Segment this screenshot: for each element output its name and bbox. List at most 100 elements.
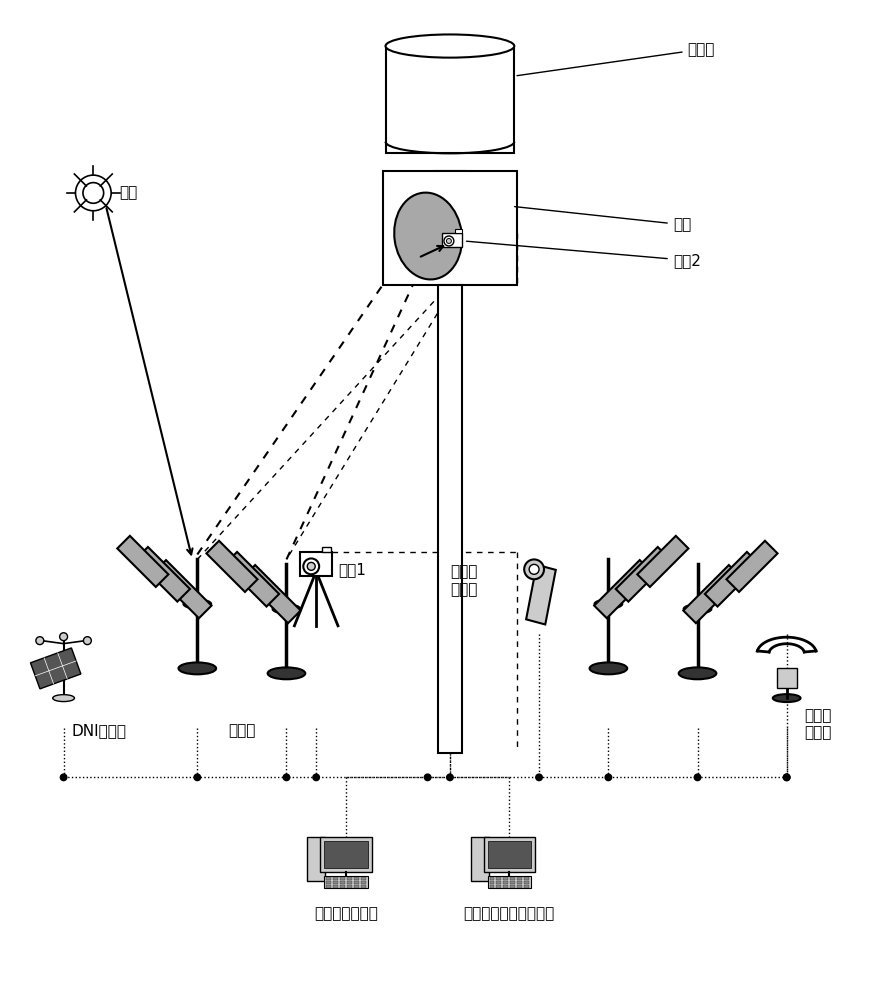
Circle shape	[443, 236, 453, 246]
Circle shape	[781, 773, 789, 781]
Circle shape	[193, 773, 201, 781]
Bar	[326, 877, 331, 880]
Ellipse shape	[184, 600, 211, 608]
Bar	[333, 881, 337, 884]
Bar	[340, 881, 344, 884]
Ellipse shape	[53, 695, 75, 702]
Bar	[523, 881, 529, 884]
Bar	[321, 547, 331, 552]
Bar	[503, 877, 507, 880]
Circle shape	[693, 773, 701, 781]
Bar	[340, 885, 344, 888]
Circle shape	[529, 564, 538, 574]
Bar	[503, 885, 507, 888]
Bar	[496, 885, 500, 888]
Bar	[437, 285, 462, 753]
Circle shape	[307, 562, 315, 570]
Polygon shape	[704, 552, 759, 607]
Bar	[324, 876, 367, 888]
Circle shape	[36, 637, 44, 645]
Text: 数据采集及处理服务器: 数据采集及处理服务器	[464, 906, 554, 921]
Polygon shape	[682, 565, 741, 623]
Bar	[496, 877, 500, 880]
Bar	[354, 885, 358, 888]
Ellipse shape	[56, 671, 70, 676]
Bar	[333, 877, 337, 880]
Ellipse shape	[678, 667, 716, 679]
Circle shape	[83, 183, 104, 203]
Bar	[442, 233, 461, 247]
Ellipse shape	[772, 694, 800, 702]
Circle shape	[282, 773, 290, 781]
Text: 反射率
测量仪: 反射率 测量仪	[450, 564, 477, 597]
Bar	[300, 552, 332, 576]
Bar	[516, 885, 522, 888]
Text: 光靶: 光靶	[514, 207, 690, 232]
Ellipse shape	[393, 193, 462, 279]
Bar	[340, 877, 344, 880]
Bar	[307, 837, 325, 881]
Circle shape	[604, 773, 612, 781]
Circle shape	[535, 773, 543, 781]
Bar	[510, 885, 515, 888]
Bar	[385, 46, 514, 153]
Bar	[454, 229, 461, 233]
Bar	[489, 877, 494, 880]
Bar	[496, 881, 500, 884]
Bar	[489, 885, 494, 888]
Bar	[347, 885, 351, 888]
Polygon shape	[594, 560, 651, 618]
Bar	[483, 837, 535, 872]
Polygon shape	[31, 648, 81, 689]
Bar	[354, 881, 358, 884]
Ellipse shape	[267, 667, 305, 679]
Text: DNI测量仪: DNI测量仪	[71, 723, 126, 738]
Bar	[470, 837, 488, 881]
Bar	[523, 877, 529, 880]
Bar	[347, 881, 351, 884]
Bar	[516, 877, 522, 880]
Polygon shape	[242, 565, 300, 623]
Circle shape	[312, 773, 320, 781]
Bar	[383, 171, 516, 285]
Text: 吸热器: 吸热器	[516, 42, 714, 76]
Ellipse shape	[178, 662, 216, 674]
Ellipse shape	[272, 604, 300, 613]
Ellipse shape	[594, 600, 622, 608]
Bar	[487, 841, 530, 868]
Ellipse shape	[385, 34, 514, 58]
Text: 相机2: 相机2	[466, 241, 700, 268]
Polygon shape	[154, 560, 212, 618]
Text: 相机1: 相机1	[337, 562, 365, 577]
Bar	[510, 877, 515, 880]
Circle shape	[60, 633, 68, 641]
Polygon shape	[615, 547, 670, 602]
Bar	[360, 881, 365, 884]
Bar	[347, 877, 351, 880]
Polygon shape	[206, 541, 257, 592]
Text: 太阳: 太阳	[119, 185, 137, 200]
Polygon shape	[725, 541, 777, 592]
Bar	[489, 881, 494, 884]
Bar	[326, 881, 331, 884]
Polygon shape	[224, 552, 279, 607]
Polygon shape	[117, 536, 169, 587]
Circle shape	[60, 773, 68, 781]
Polygon shape	[135, 547, 190, 602]
Bar	[360, 885, 365, 888]
Ellipse shape	[683, 604, 710, 613]
Circle shape	[303, 558, 319, 574]
Bar	[776, 668, 795, 688]
Text: 镜场控制服务器: 镜场控制服务器	[313, 906, 378, 921]
Bar	[320, 837, 371, 872]
Bar	[487, 876, 530, 888]
Circle shape	[523, 559, 543, 579]
Bar	[324, 841, 367, 868]
Bar	[354, 877, 358, 880]
Text: 定日镜: 定日镜	[228, 723, 255, 738]
Circle shape	[76, 175, 111, 211]
Bar	[360, 877, 365, 880]
Bar	[333, 885, 337, 888]
Circle shape	[83, 637, 91, 645]
Circle shape	[423, 773, 431, 781]
